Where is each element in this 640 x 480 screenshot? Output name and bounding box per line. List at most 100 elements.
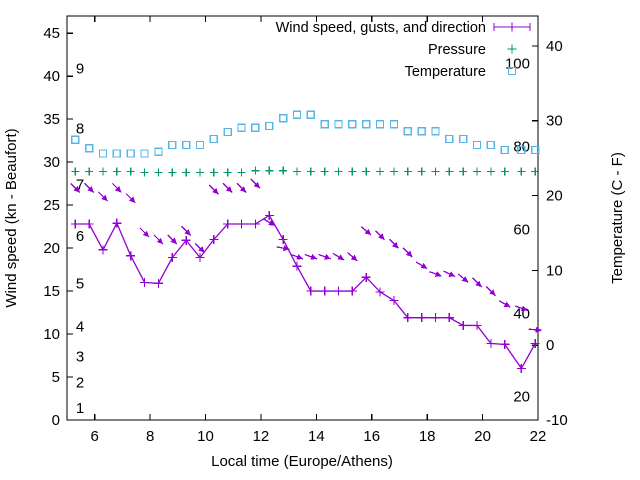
- pressure-point: [389, 167, 398, 176]
- y-tick-label: 25: [43, 197, 60, 214]
- wind-speed-point: [500, 339, 510, 349]
- plot-frame: [66, 15, 539, 421]
- wind-direction-arrow: [457, 273, 469, 283]
- wind-speed-point: [306, 286, 316, 296]
- temperature-point: [445, 134, 454, 144]
- pressure-point: [292, 167, 301, 176]
- wind-direction-arrow: [515, 305, 528, 312]
- pressure-point: [473, 167, 482, 176]
- temperature-point: [486, 140, 496, 150]
- temperature-point: [265, 121, 274, 131]
- legend-entry: Wind speed, gusts, and direction: [276, 20, 531, 36]
- temperature-point: [98, 149, 108, 158]
- x-axis-ticks: 6 8 10 12 14 16 18 20 22: [91, 16, 546, 445]
- temperature-point: [431, 127, 440, 136]
- temperature-point: [71, 135, 80, 144]
- wind-direction-arrow: [181, 225, 192, 236]
- beaufort-label: 2: [76, 374, 84, 391]
- temperature-series: [71, 110, 540, 158]
- wind-speed-point: [530, 338, 540, 348]
- wind-speed-point: [209, 234, 219, 244]
- y2-tick-label: 0: [546, 337, 554, 354]
- temperature-point: [195, 140, 205, 150]
- wind-direction-arrow: [70, 182, 81, 193]
- wind-speed-point: [181, 235, 191, 245]
- wind-speed-point: [153, 278, 163, 288]
- temperature-point: [223, 127, 232, 137]
- wind-speed-point: [70, 219, 80, 229]
- legend-label: Wind speed, gusts, and direction: [276, 20, 486, 36]
- wind-speed-point: [195, 253, 205, 263]
- wind-speed-point: [140, 277, 150, 287]
- temperature-point: [320, 120, 329, 129]
- wind-speed-point: [126, 251, 136, 261]
- pressure-point: [531, 167, 540, 176]
- legend-entry: Pressure: [428, 42, 517, 58]
- wind-speed-point: [237, 219, 247, 229]
- pressure-point: [195, 168, 204, 177]
- temperature-point: [251, 123, 260, 132]
- pressure-point: [126, 167, 135, 176]
- temperature-point: [375, 120, 385, 129]
- y-tick-label: 45: [43, 25, 60, 42]
- pressure-point: [237, 168, 246, 177]
- wind-speed-point: [264, 210, 274, 220]
- pressure-point: [85, 167, 94, 176]
- temperature-point: [181, 140, 191, 150]
- temperature-point: [517, 145, 526, 155]
- wind-direction-arrow: [84, 182, 95, 193]
- wind-direction-arrow: [402, 247, 413, 258]
- pressure-point: [182, 168, 191, 177]
- pressure-point: [99, 167, 108, 176]
- wind-speed-series: [70, 210, 540, 373]
- wind-direction-arrows: [70, 178, 542, 333]
- wind-direction-arrow: [111, 182, 122, 193]
- wind-direction-arrow: [346, 252, 358, 262]
- fahrenheit-label: 60: [513, 221, 530, 238]
- wind-speed-point: [347, 286, 357, 296]
- y-axis-title: Wind speed (kn - Beaufort): [3, 128, 20, 307]
- pressure-point: [445, 167, 454, 176]
- temperature-point: [85, 144, 94, 153]
- pressure-point: [306, 167, 315, 176]
- wind-direction-arrow: [304, 253, 318, 260]
- pressure-point: [223, 168, 232, 177]
- pressure-point: [320, 167, 329, 176]
- wind-speed-point: [167, 253, 177, 263]
- wind-speed-line: [75, 214, 536, 370]
- wind-direction-arrow: [208, 184, 219, 195]
- temperature-point: [362, 120, 371, 129]
- wind-direction-arrow: [194, 243, 206, 254]
- axes-border: [66, 15, 539, 421]
- pressure-point: [168, 168, 177, 177]
- x-tick-label: 10: [197, 428, 214, 445]
- legend-label: Temperature: [405, 64, 486, 80]
- wind-speed-point: [112, 218, 122, 228]
- x-axis-title: Local time (Europe/Athens): [211, 453, 393, 470]
- pressure-point: [431, 167, 440, 176]
- wind-speed-point: [417, 313, 427, 323]
- x-tick-label: 12: [253, 428, 270, 445]
- wind-direction-arrow: [236, 182, 247, 193]
- pressure-point: [154, 168, 163, 177]
- wind-speed-point: [444, 313, 454, 323]
- chart-legend: Wind speed, gusts, and direction Pressure…: [276, 20, 531, 80]
- x-tick-label: 20: [474, 428, 491, 445]
- wind-speed-point: [84, 219, 94, 229]
- fahrenheit-label: 20: [513, 388, 530, 405]
- wind-speed-point: [516, 363, 526, 373]
- temperature-point: [417, 127, 426, 136]
- y-tick-label: 35: [43, 111, 60, 128]
- wind-direction-arrow: [360, 226, 372, 236]
- legend-entry: Temperature: [405, 64, 517, 80]
- beaufort-label: 9: [76, 61, 84, 78]
- pressure-point: [376, 167, 385, 176]
- wind-speed-point: [472, 320, 482, 330]
- wind-direction-arrow: [388, 238, 399, 249]
- pressure-point: [140, 168, 149, 177]
- pressure-point: [334, 167, 343, 176]
- temperature-point: [334, 120, 343, 129]
- pressure-point: [517, 167, 526, 176]
